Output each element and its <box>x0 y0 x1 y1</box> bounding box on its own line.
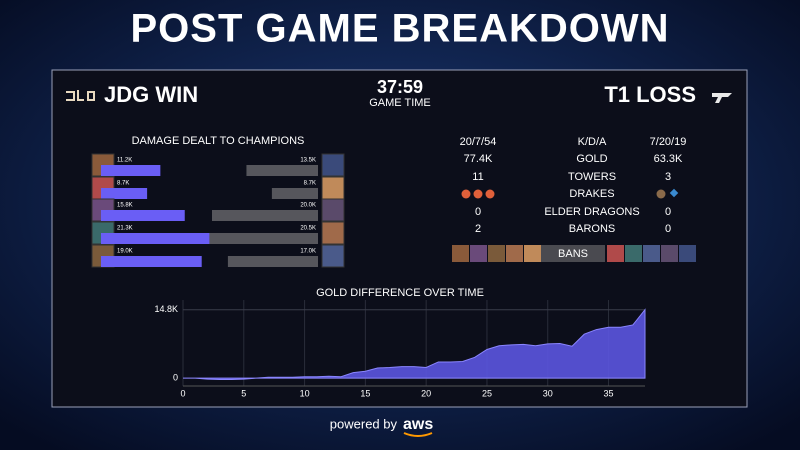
powered-by: powered by <box>330 416 398 431</box>
ban-portrait <box>488 245 505 262</box>
x-tick-label: 20 <box>421 388 431 398</box>
right-team: T1 LOSS <box>604 82 696 107</box>
gold-title: GOLD DIFFERENCE OVER TIME <box>316 287 484 299</box>
damage-bar <box>209 233 318 244</box>
stat-left: 20/7/54 <box>460 136 497 148</box>
drake-icon <box>461 189 471 199</box>
stat-left: 77.4K <box>464 153 493 165</box>
x-tick-label: 15 <box>360 388 370 398</box>
damage-label: 21.3K <box>117 226 133 232</box>
stat-right: 7/20/19 <box>650 136 687 148</box>
ban-portrait <box>524 245 541 262</box>
ban-portrait <box>506 245 523 262</box>
stat-label: TOWERS <box>568 171 616 183</box>
damage-bar <box>101 165 161 176</box>
t1-logo <box>712 93 732 103</box>
stat-left: 11 <box>472 171 483 183</box>
game-time-label: GAME TIME <box>369 97 431 109</box>
damage-label: 11.2K <box>117 158 132 164</box>
drake-icon <box>485 189 495 199</box>
stat-left: 2 <box>475 223 481 235</box>
x-tick-label: 25 <box>482 388 492 398</box>
gold-area <box>183 308 646 381</box>
x-tick-label: 30 <box>543 388 553 398</box>
stat-label: DRAKES <box>569 188 614 200</box>
ban-portrait <box>625 245 642 262</box>
ban-portrait <box>452 245 469 262</box>
damage-label: 20.0K <box>300 203 316 209</box>
damage-label: 19.0K <box>117 249 133 255</box>
bans-box <box>541 245 605 262</box>
stat-label: GOLD <box>576 153 607 165</box>
champion-portrait <box>321 244 345 268</box>
champion-portrait <box>321 221 345 245</box>
damage-bar <box>101 256 202 267</box>
ban-portrait <box>679 245 696 262</box>
champion-portrait <box>321 153 345 177</box>
damage-label: 15.8K <box>117 203 133 209</box>
damage-label: 8.7K <box>304 181 316 187</box>
jdg-logo <box>66 90 95 101</box>
damage-bar <box>101 210 185 221</box>
stat-left: 0 <box>475 206 481 218</box>
bans-label: BANS <box>558 248 588 260</box>
x-tick-label: 0 <box>180 388 185 398</box>
drake-icon <box>656 189 666 199</box>
damage-bar <box>212 210 318 221</box>
aws-smile <box>403 432 433 437</box>
ban-portrait <box>661 245 678 262</box>
champion-portrait <box>321 176 345 200</box>
stat-label: ELDER DRAGONS <box>544 206 639 218</box>
ban-portrait <box>643 245 660 262</box>
damage-bar <box>227 256 318 267</box>
damage-label: 17.0K <box>300 249 316 255</box>
stat-label: K/D/A <box>578 136 607 148</box>
stat-right: 63.3K <box>654 153 683 165</box>
stat-right: 0 <box>665 206 671 218</box>
drake-icon <box>473 189 483 199</box>
game-time: 37:59 <box>377 77 423 97</box>
stat-right: 3 <box>665 171 671 183</box>
x-tick-label: 5 <box>241 388 246 398</box>
damage-bar <box>101 188 148 199</box>
stat-right: 0 <box>665 223 671 235</box>
y-tick-label: 14.8K <box>154 304 178 314</box>
aws-logo: aws <box>403 416 433 433</box>
damage-label: 13.5K <box>300 158 316 164</box>
damage-bar <box>271 188 318 199</box>
x-tick-label: 10 <box>300 388 310 398</box>
damage-label: 20.5K <box>300 226 316 232</box>
ban-portrait <box>470 245 487 262</box>
y-tick-label: 0 <box>173 373 178 383</box>
damage-bar <box>246 165 318 176</box>
champion-portrait <box>321 198 345 222</box>
damage-bar <box>101 233 214 244</box>
damage-title: DAMAGE DEALT TO CHAMPIONS <box>132 135 305 147</box>
stat-label: BARONS <box>569 223 615 235</box>
ban-portrait <box>607 245 624 262</box>
x-tick-label: 35 <box>604 388 614 398</box>
damage-label: 8.7K <box>117 181 129 187</box>
title: POST GAME BREAKDOWN <box>131 7 670 51</box>
left-team: JDG WIN <box>104 82 198 107</box>
